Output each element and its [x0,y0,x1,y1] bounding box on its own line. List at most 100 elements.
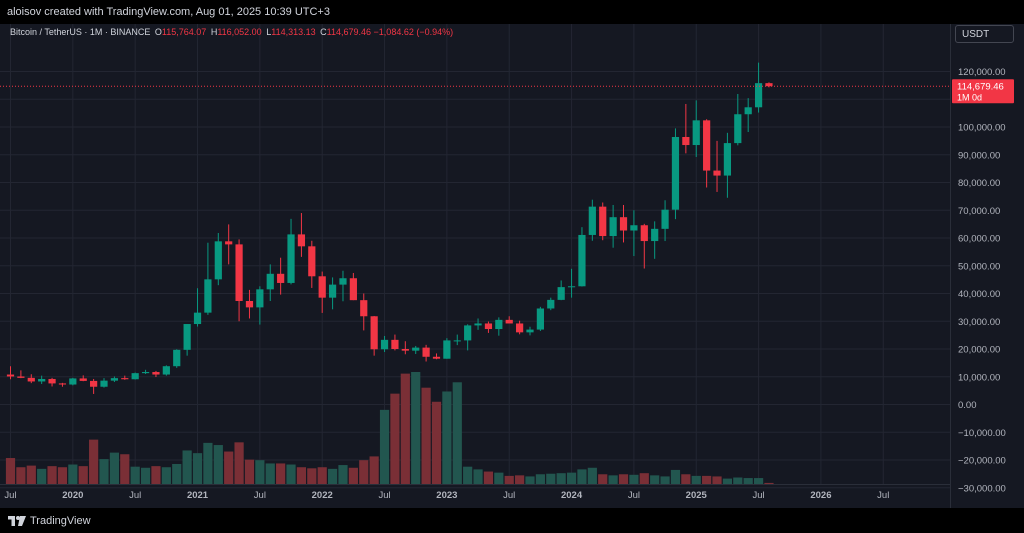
volume-bar [660,476,670,484]
price-tick-label: 20,000.00 [958,345,1000,356]
volume-bar [120,454,130,484]
volume-bar [317,467,327,484]
candle-body [121,378,129,380]
candle-body [526,329,534,333]
candle-body [692,120,700,146]
volume-bar [556,473,566,484]
volume-bar [712,476,722,484]
candle-body [547,299,555,309]
candle-body [484,323,493,330]
candle-body [100,380,108,387]
volume-bar [161,467,171,484]
volume-bar [400,373,410,484]
candle-body [287,234,295,283]
candle-body [328,284,337,298]
volume-bar [327,468,338,484]
candle-body [588,206,596,235]
volume-bar [57,467,68,484]
volume-bar [16,467,26,484]
volume-bar [598,474,608,484]
symbol-title: Bitcoin / TetherUS · 1M · BINANCE [10,27,151,37]
candle-body [671,136,680,210]
candle-body [183,324,191,350]
candle-body [661,209,669,229]
candle-body [474,323,482,326]
price-tick-label: 50,000.00 [958,261,1000,272]
candle-body [27,377,35,382]
volume-bar [234,442,244,484]
volume-bars [5,372,774,484]
candle-body [297,234,306,247]
time-tick-label: Jul [254,490,266,501]
price-tick-label: 40,000.00 [958,289,1000,300]
volume-bar [151,466,161,484]
candle-body [225,241,233,245]
candle-body [744,107,752,115]
volume-bar [172,463,182,484]
volume-bar [109,452,119,484]
candle-body [401,349,409,351]
low-label: L [266,27,272,37]
candle-body [131,373,139,380]
candle-body [640,225,648,242]
symbol-legend[interactable]: Bitcoin / TetherUS · 1M · BINANCE O115,7… [10,27,453,37]
time-tick-label: 2021 [187,490,209,501]
price-axis[interactable]: −30,000.00 −20,000.00 −10,000.00 0.00 10,000… [958,67,1006,494]
volume-bar [379,409,390,484]
candle-body [339,278,347,285]
volume-bar [296,467,307,484]
candle-body [204,279,212,313]
time-tick-label: Jul [4,490,16,501]
candle-body [723,143,732,176]
volume-bar [587,467,597,484]
time-tick-label: Jul [503,490,515,501]
volume-bar [89,439,99,484]
tradingview-brand: TradingView [30,514,91,527]
volume-bar [213,445,223,484]
volume-bar [691,475,701,484]
candle-body [432,356,441,359]
high-value: 116,052.00 [217,27,262,37]
candle-body [651,228,659,242]
time-tick-label: Jul [378,490,390,501]
volume-bar [192,453,203,484]
candle-body [630,225,638,231]
volume-bar [421,387,431,484]
candle-body [360,300,368,317]
candle-body [453,340,461,342]
tradingview-logo[interactable]: TradingView [8,515,91,527]
volume-bar [504,475,514,484]
time-tick-label: Jul [877,490,889,501]
candlestick-chart[interactable]: −30,000.00 −20,000.00 −10,000.00 0.00 10,000… [0,24,1024,508]
time-tick-label: 2023 [436,490,457,501]
open-label: O [154,27,162,37]
candle-body [235,244,243,301]
candle-body [370,316,378,350]
volume-bar [483,471,494,484]
time-tick-label: 2024 [561,490,583,501]
candle-body [162,366,170,375]
volume-bar [26,465,36,484]
candle-body [557,287,565,300]
candle-body [17,376,25,378]
volume-bar [473,469,483,484]
volume-bar [629,474,639,484]
volume-bar [608,475,618,484]
volume-bar [702,475,712,484]
price-tick-label: 0.00 [958,400,977,411]
currency-button[interactable]: USDT [955,25,1014,43]
candle-body [682,136,690,146]
change-value: −1,084.62 (−0.94%) [373,27,454,37]
candle-body [422,347,430,357]
time-axis[interactable]: Jul 2020 Jul 2021 Jul 2022 Jul 2023 Jul 2024 Jul 20… [4,490,889,501]
candle-body [599,206,607,237]
volume-bar [764,482,774,484]
chart-panel[interactable]: −30,000.00 −20,000.00 −10,000.00 0.00 10,000… [0,24,1024,508]
volume-bar [618,474,629,484]
price-tick-label: 120,000.00 [958,67,1006,78]
candle-body [391,339,399,349]
price-tick-label: 30,000.00 [958,317,1000,328]
volume-bar [650,475,660,484]
candle-body [245,300,254,308]
candle-body [58,383,67,385]
